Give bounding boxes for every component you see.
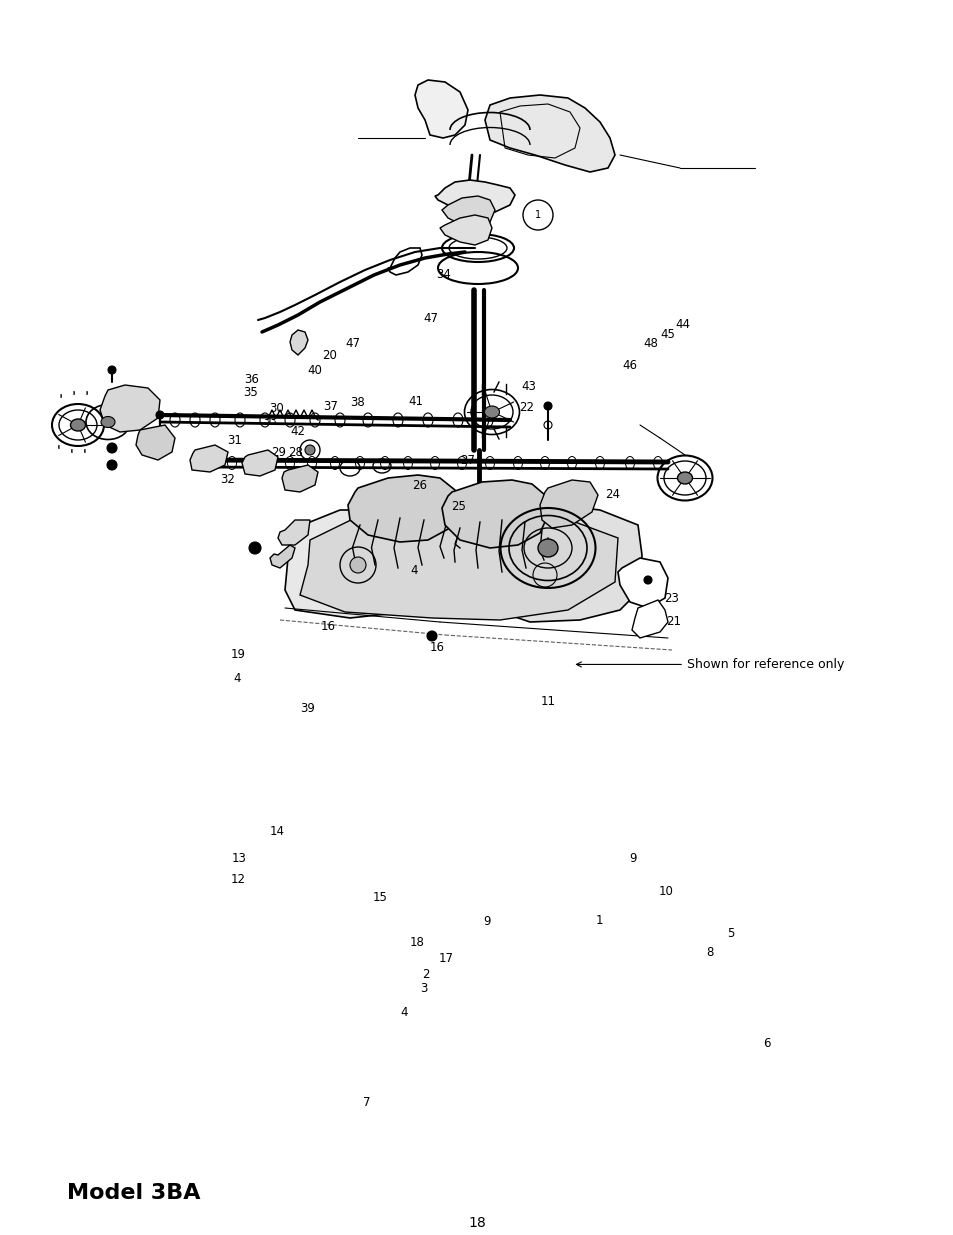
- Polygon shape: [282, 466, 317, 492]
- Polygon shape: [415, 80, 468, 138]
- Polygon shape: [270, 545, 294, 568]
- Text: 35: 35: [243, 387, 257, 399]
- Text: 24: 24: [604, 488, 619, 500]
- Text: 34: 34: [436, 268, 451, 280]
- Text: 27: 27: [459, 454, 475, 467]
- Polygon shape: [439, 215, 492, 245]
- Text: 47: 47: [345, 337, 360, 350]
- Ellipse shape: [677, 472, 692, 484]
- Text: 22: 22: [518, 401, 534, 414]
- Text: 19: 19: [231, 648, 246, 661]
- Text: 23: 23: [663, 593, 679, 605]
- Text: 4: 4: [233, 672, 241, 684]
- Polygon shape: [277, 520, 310, 545]
- Text: 8: 8: [705, 946, 713, 958]
- Polygon shape: [441, 480, 547, 548]
- Text: 37: 37: [322, 400, 337, 412]
- Polygon shape: [299, 513, 618, 620]
- Text: 28: 28: [288, 446, 303, 458]
- Text: 10: 10: [658, 885, 673, 898]
- Text: 26: 26: [412, 479, 427, 492]
- Text: 1: 1: [595, 914, 602, 926]
- Circle shape: [350, 557, 366, 573]
- Text: 31: 31: [227, 435, 242, 447]
- Text: 30: 30: [270, 403, 284, 415]
- Circle shape: [107, 459, 117, 471]
- Circle shape: [156, 411, 164, 419]
- Text: 41: 41: [408, 395, 423, 408]
- Text: 48: 48: [642, 337, 658, 350]
- Circle shape: [305, 445, 314, 454]
- Text: 12: 12: [231, 873, 246, 885]
- Circle shape: [108, 366, 116, 374]
- Text: Model 3BA: Model 3BA: [67, 1183, 200, 1203]
- Polygon shape: [435, 180, 515, 215]
- Text: 6: 6: [762, 1037, 770, 1050]
- Text: 43: 43: [520, 380, 536, 393]
- Text: 40: 40: [307, 364, 322, 377]
- Text: 16: 16: [320, 620, 335, 632]
- Polygon shape: [631, 600, 667, 638]
- Polygon shape: [618, 558, 667, 608]
- Polygon shape: [484, 95, 615, 172]
- Text: 9: 9: [629, 852, 637, 864]
- Polygon shape: [477, 505, 641, 622]
- Text: 4: 4: [410, 564, 417, 577]
- Ellipse shape: [537, 538, 558, 557]
- Text: 21: 21: [665, 615, 680, 627]
- Polygon shape: [285, 510, 477, 618]
- Text: 44: 44: [675, 319, 690, 331]
- Ellipse shape: [71, 419, 86, 431]
- Text: 18: 18: [468, 1216, 485, 1230]
- Circle shape: [643, 576, 651, 584]
- Text: 38: 38: [350, 396, 364, 409]
- Text: 45: 45: [659, 329, 675, 341]
- Text: 16: 16: [429, 641, 444, 653]
- Polygon shape: [136, 425, 174, 459]
- Text: 7: 7: [362, 1097, 370, 1109]
- Circle shape: [249, 542, 261, 555]
- Text: 13: 13: [231, 852, 246, 864]
- Text: 39: 39: [299, 703, 314, 715]
- Polygon shape: [348, 475, 457, 542]
- Text: 32: 32: [219, 473, 234, 485]
- Ellipse shape: [101, 416, 115, 427]
- Circle shape: [543, 403, 552, 410]
- Polygon shape: [190, 445, 228, 472]
- Text: 3: 3: [419, 982, 427, 994]
- Text: 9: 9: [482, 915, 490, 927]
- Text: 46: 46: [621, 359, 637, 372]
- Text: 4: 4: [400, 1007, 408, 1019]
- Text: 25: 25: [450, 500, 465, 513]
- Text: 1: 1: [535, 210, 540, 220]
- Text: 47: 47: [423, 312, 438, 325]
- Text: 20: 20: [321, 350, 336, 362]
- Text: 42: 42: [290, 425, 305, 437]
- Text: 29: 29: [271, 446, 286, 458]
- Text: 5: 5: [726, 927, 734, 940]
- Text: 11: 11: [539, 695, 555, 708]
- Text: 36: 36: [244, 373, 259, 385]
- Polygon shape: [290, 330, 308, 354]
- Polygon shape: [100, 385, 160, 432]
- Text: 14: 14: [269, 825, 284, 837]
- Text: Shown for reference only: Shown for reference only: [576, 658, 843, 671]
- Text: 17: 17: [438, 952, 454, 965]
- Text: 18: 18: [409, 936, 424, 948]
- Circle shape: [107, 443, 117, 453]
- Circle shape: [427, 631, 436, 641]
- Polygon shape: [242, 450, 277, 475]
- Polygon shape: [539, 480, 598, 529]
- Polygon shape: [441, 196, 495, 228]
- Text: 2: 2: [421, 968, 429, 981]
- Ellipse shape: [484, 406, 499, 417]
- Text: 33: 33: [262, 415, 276, 427]
- Text: 15: 15: [372, 892, 387, 904]
